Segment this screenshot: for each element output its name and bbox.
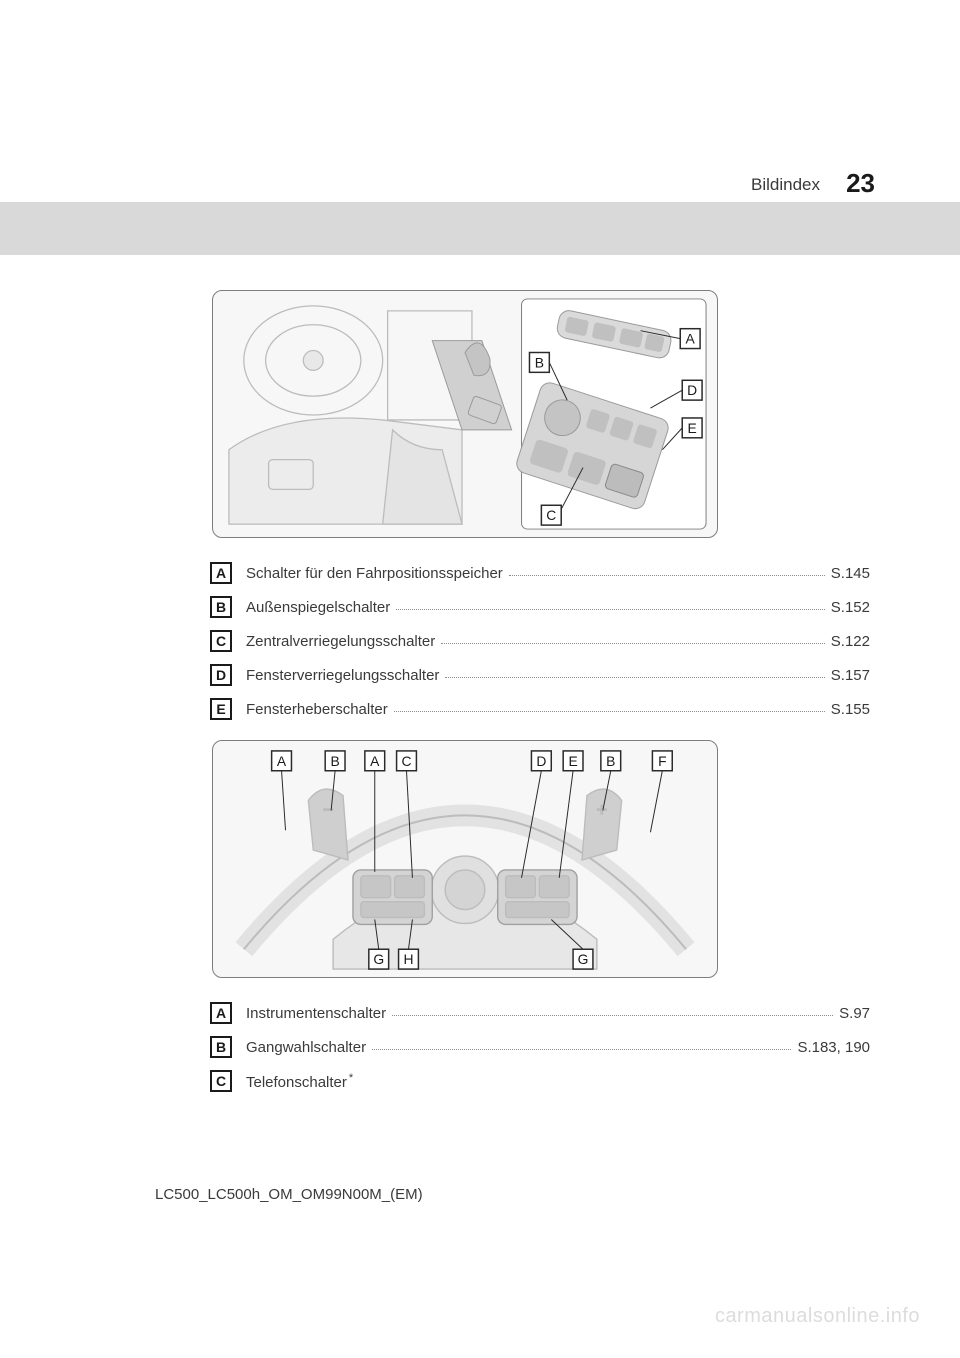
section-label: Bildindex — [751, 175, 820, 195]
legend-dots — [445, 668, 824, 678]
callout-h: H — [403, 951, 413, 967]
svg-text:+: + — [597, 799, 607, 819]
legend-dots — [394, 702, 825, 712]
legend-label: Instrumentenschalter — [246, 1005, 386, 1022]
legend-row: A Instrumentenschalter S.97 — [210, 996, 870, 1030]
legend-label: Zentralverriegelungsschalter — [246, 633, 435, 650]
legend-key: E — [210, 698, 232, 720]
legend-page: S.145 — [831, 565, 870, 582]
legend-dots — [509, 566, 825, 576]
legend-key: C — [210, 630, 232, 652]
legend-row: B Gangwahlschalter S.183, 190 — [210, 1030, 870, 1064]
footnote-star: * — [349, 1072, 353, 1084]
callout-g: G — [373, 951, 384, 967]
page: Bildindex 23 — [0, 0, 960, 1358]
legend-key: C — [210, 1070, 232, 1092]
legend-page: S.183, 190 — [797, 1039, 870, 1056]
callout-b2: B — [606, 753, 615, 769]
footer-code: LC500_LC500h_OM_OM99N00M_(EM) — [155, 1186, 423, 1203]
callout-e: E — [688, 420, 697, 436]
legend-page: S.152 — [831, 599, 870, 616]
diagram-steering-wheel: − + — [212, 740, 718, 978]
header-band — [0, 202, 960, 255]
callout-a: A — [686, 331, 696, 347]
legend-page: S.122 — [831, 633, 870, 650]
legend-row: D Fensterverriegelungsschalter S.157 — [210, 658, 870, 692]
callout-d: D — [687, 382, 697, 398]
legend-key: B — [210, 596, 232, 618]
legend-label-text: Telefonschalter — [246, 1074, 347, 1091]
legend-dots — [396, 600, 825, 610]
legend-key: D — [210, 664, 232, 686]
legend-page: S.97 — [839, 1005, 870, 1022]
legend-dots — [372, 1040, 791, 1050]
callout-b: B — [330, 753, 339, 769]
legend-key: A — [210, 562, 232, 584]
callout-c: C — [546, 507, 556, 523]
legend-row: A Schalter für den Fahrpositionsspeicher… — [210, 556, 870, 590]
watermark: carmanualsonline.info — [715, 1305, 920, 1328]
callout-a: A — [277, 753, 287, 769]
legend-row: C Telefonschalter* — [210, 1064, 870, 1098]
callout-f: F — [658, 753, 666, 769]
legend-row: E Fensterheberschalter S.155 — [210, 692, 870, 726]
legend-label: Gangwahlschalter — [246, 1039, 366, 1056]
legend-steering-wheel: A Instrumentenschalter S.97 B Gangwahlsc… — [210, 996, 870, 1098]
callout-b: B — [535, 354, 544, 370]
callout-a2: A — [370, 753, 380, 769]
legend-label: Außenspiegelschalter — [246, 599, 390, 616]
legend-key: B — [210, 1036, 232, 1058]
callout-e: E — [568, 753, 577, 769]
legend-label: Schalter für den Fahrpositionsspeicher — [246, 565, 503, 582]
legend-row: C Zentralverriegelungsschalter S.122 — [210, 624, 870, 658]
legend-page: S.157 — [831, 667, 870, 684]
callout-d: D — [536, 753, 546, 769]
legend-page: S.155 — [831, 701, 870, 718]
legend-row: B Außenspiegelschalter S.152 — [210, 590, 870, 624]
callout-g2: G — [578, 951, 589, 967]
diagram-door-controls: A B C D E — [212, 290, 718, 538]
legend-key: A — [210, 1002, 232, 1024]
legend-label: Fensterheberschalter — [246, 701, 388, 718]
legend-label: Telefonschalter* — [246, 1072, 353, 1091]
legend-door-controls: A Schalter für den Fahrpositionsspeicher… — [210, 556, 870, 726]
legend-label: Fensterverriegelungsschalter — [246, 667, 439, 684]
page-number: 23 — [846, 168, 875, 199]
legend-dots — [392, 1006, 833, 1016]
callout-c: C — [401, 753, 411, 769]
legend-dots — [441, 634, 825, 644]
